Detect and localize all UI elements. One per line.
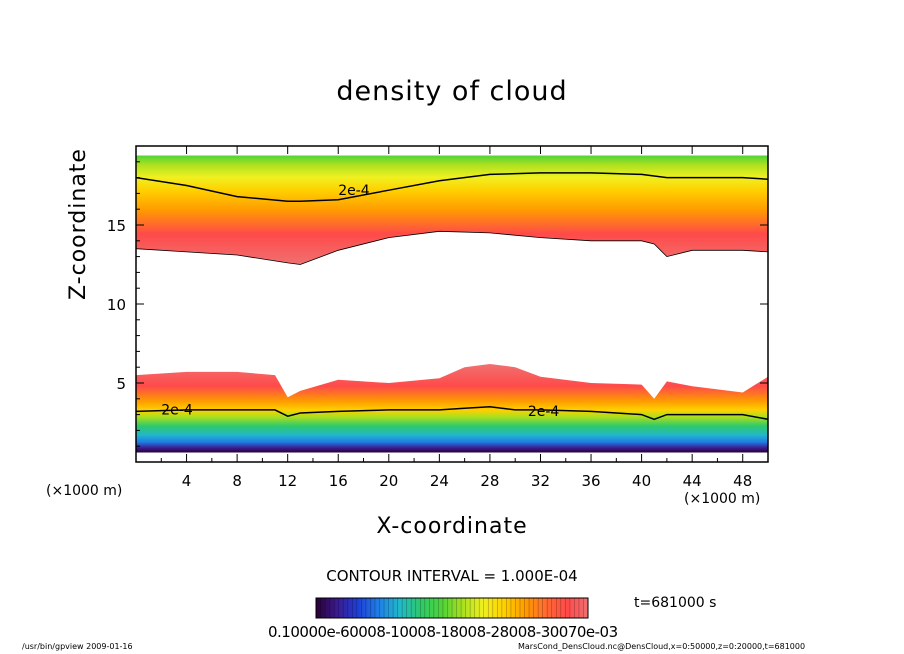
contour-interval-label: CONTOUR INTERVAL = 1.000E-04 — [326, 567, 578, 585]
x-unit-label-right: (×1000 m) — [684, 491, 761, 507]
colorbar-tick-labels: 0.10000e-60008-10008-18008-28008-30070e-… — [268, 623, 618, 641]
colorbar — [315, 597, 589, 619]
x-ticks: 4 8 12 16 20 24 28 32 36 40 44 48 — [160, 146, 752, 490]
y-tick-label: 5 — [116, 375, 126, 393]
y-tick-label: 10 — [107, 296, 126, 314]
x-axis-label: X-coordinate — [376, 514, 528, 539]
x-tick-label: 12 — [278, 472, 297, 490]
footer-data-source: MarsCond_DensCloud.nc@DensCloud,x=0:5000… — [518, 642, 806, 651]
lower-contour-line — [136, 405, 768, 421]
upper-contour-line — [136, 172, 768, 203]
x-tick-label: 24 — [430, 472, 449, 490]
lower-contour-label-right: 2e-4 — [528, 404, 560, 420]
footer-program-date: /usr/bin/gpview 2009-01-16 — [22, 642, 133, 651]
x-tick-label: 40 — [632, 472, 651, 490]
x-tick-label: 20 — [379, 472, 398, 490]
x-tick-label: 32 — [531, 472, 550, 490]
lower-cloud-area — [136, 364, 768, 453]
y-tick-label: 15 — [107, 217, 126, 235]
upper-contour-label: 2e-4 — [338, 183, 370, 199]
colorbar-ticks — [320, 598, 584, 618]
y-ticks: 5 10 15 — [107, 161, 768, 447]
time-label: t=681000 s — [634, 595, 717, 611]
x-tick-label: 8 — [232, 472, 242, 490]
x-tick-label: 28 — [480, 472, 499, 490]
upper-cloud-area — [136, 155, 768, 265]
upper-cloud-base-line — [136, 230, 768, 265]
x-tick-label: 4 — [182, 472, 192, 490]
x-tick-label: 16 — [329, 472, 348, 490]
x-unit-label-left: (×1000 m) — [46, 483, 123, 499]
chart-title: density of cloud — [336, 76, 568, 107]
x-tick-label: 48 — [733, 472, 752, 490]
y-axis-label: Z-coordinate — [66, 148, 91, 300]
x-tick-label: 36 — [581, 472, 600, 490]
lower-contour-label-left: 2e-4 — [161, 403, 193, 419]
x-tick-label: 44 — [683, 472, 702, 490]
